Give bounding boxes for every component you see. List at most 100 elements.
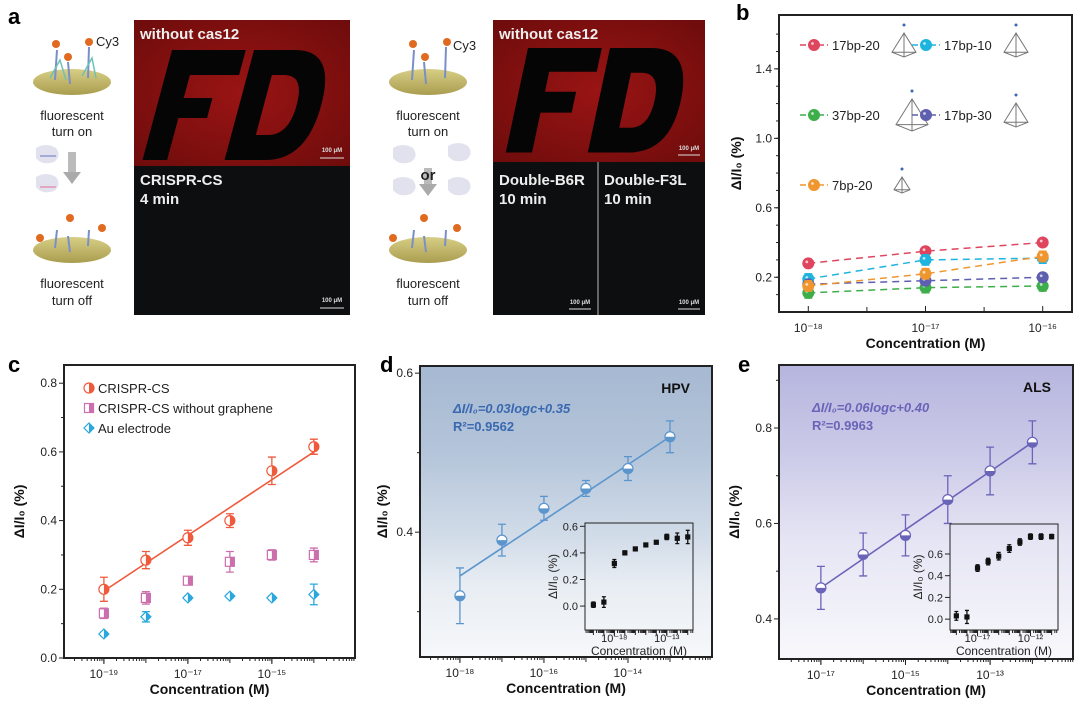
data-point <box>1026 436 1038 448</box>
series-als <box>815 420 1038 611</box>
data-point <box>942 493 954 506</box>
data-point <box>182 532 194 544</box>
data-point <box>808 39 820 51</box>
plot-frame <box>778 364 1074 660</box>
data-point <box>899 529 912 541</box>
plot-area <box>64 365 355 658</box>
y-axis-label: ΔI/I₀ (%) <box>728 137 744 191</box>
panel-label-c: c <box>8 352 20 377</box>
image-label: without cas12 <box>498 26 598 43</box>
r-squared: R²=0.9963 <box>812 418 873 433</box>
legend-label: 37bp-20 <box>832 108 880 123</box>
legend-label: CRISPR-CS without graphene <box>98 401 273 416</box>
y-tick-label: 0.4 <box>755 612 772 626</box>
data-point <box>857 548 869 561</box>
data-point <box>224 590 236 603</box>
scale-bar-label: 100 μM <box>679 300 699 306</box>
graphene-disc-off <box>33 214 111 263</box>
data-point <box>920 109 932 121</box>
y-tick-label: 1.0 <box>755 131 772 145</box>
image-time-label: 4 min <box>140 191 179 208</box>
y-tick-label: 0.6 <box>755 516 772 530</box>
plot-area <box>420 366 712 657</box>
graphene-disc-on <box>389 38 467 95</box>
series-line <box>808 257 1043 280</box>
data-point <box>964 614 970 620</box>
y-tick-label: 0.4 <box>928 571 943 583</box>
legend-item: 7bp-20 <box>800 167 911 194</box>
series-hpv <box>454 420 676 625</box>
x-tick-label: 10⁻¹³ <box>976 668 1004 682</box>
x-axis-label: Concentration (M) <box>150 681 270 697</box>
legend-label: 17bp-10 <box>944 38 992 53</box>
down-arrow-icon <box>63 152 81 184</box>
data-point <box>224 556 235 567</box>
fluorescence-image-2: without cas12 100 μM Double-B6R 10 min D… <box>493 20 705 315</box>
y-tick-label: 0.6 <box>755 201 772 215</box>
turn-on-label-2: turn on <box>52 124 92 139</box>
data-point <box>266 549 277 561</box>
chart-c: 0.0 0.2 0.4 0.6 0.8 10⁻¹⁹ 10⁻¹⁷ 10⁻¹⁵Concentrat… <box>11 364 356 697</box>
plot-frame <box>419 365 713 658</box>
plot-area <box>779 365 1073 659</box>
data-point <box>984 465 996 477</box>
y-tick-label: 0.6 <box>396 366 413 380</box>
data-point <box>140 610 152 623</box>
plot-area <box>779 15 1072 312</box>
turn-on-label-1: fluorescent <box>40 108 104 123</box>
x-tick-label: 10⁻¹⁴ <box>614 666 643 680</box>
series-line <box>808 276 1043 285</box>
image-label: Double-F3L <box>604 172 687 189</box>
data-point <box>664 431 676 443</box>
y-tick-label: 0.8 <box>40 376 57 390</box>
data-point <box>83 402 95 414</box>
image-label: CRISPR-CS <box>140 172 223 189</box>
image-label: without cas12 <box>139 26 239 43</box>
data-point <box>496 534 508 546</box>
x-tick-label: 10⁻¹³ <box>654 633 680 645</box>
y-tick-label: 0.2 <box>755 270 772 284</box>
or-label: or <box>421 167 436 184</box>
data-point <box>996 553 1002 559</box>
fit-equation: ΔI/I₀=0.06logc+0.40 <box>811 400 930 415</box>
data-point <box>98 608 109 619</box>
data-point <box>685 534 691 540</box>
data-point <box>802 279 815 292</box>
x-tick-label: 10⁻¹⁸ <box>794 321 823 335</box>
y-axis-label: ΔI/I₀ (%) <box>911 555 925 600</box>
fd-pattern <box>142 50 326 160</box>
data-point <box>622 462 634 475</box>
cy3-dye-icon <box>409 40 417 48</box>
data-point <box>266 592 278 604</box>
turn-off-label-2: turn off <box>408 293 449 308</box>
fit-line <box>459 436 671 577</box>
y-tick-label: 0.2 <box>563 574 578 586</box>
graphene-disc-off <box>389 214 467 263</box>
y-tick-label: 0.6 <box>928 549 943 561</box>
data-point <box>83 382 95 394</box>
fd-pattern <box>505 48 684 153</box>
panel-label-e: e <box>738 352 750 377</box>
panel-label-a: a <box>8 4 21 29</box>
data-point <box>538 502 550 514</box>
legend-label: Au electrode <box>98 421 171 436</box>
data-point <box>182 592 194 604</box>
data-point <box>308 549 319 561</box>
data-point <box>643 542 649 548</box>
series-line <box>808 241 1043 265</box>
y-tick-label: 0.0 <box>40 651 57 665</box>
image-time-label: 10 min <box>499 191 547 208</box>
panel-label-b: b <box>736 0 749 25</box>
x-axis-label: Concentration (M) <box>866 682 986 698</box>
graphene-disc-on <box>33 38 111 95</box>
y-tick-label: 0.4 <box>40 514 57 528</box>
x-tick-label: 10⁻¹⁶ <box>1028 321 1057 335</box>
data-point <box>920 39 932 51</box>
fit-line <box>103 451 315 592</box>
x-tick-label: 10⁻¹⁵ <box>258 667 287 681</box>
y-axis-label: ΔI/I₀ (%) <box>11 485 27 539</box>
data-point <box>1017 539 1023 545</box>
data-point <box>1036 271 1049 284</box>
x-tick-label: 10⁻¹⁶ <box>530 666 559 680</box>
